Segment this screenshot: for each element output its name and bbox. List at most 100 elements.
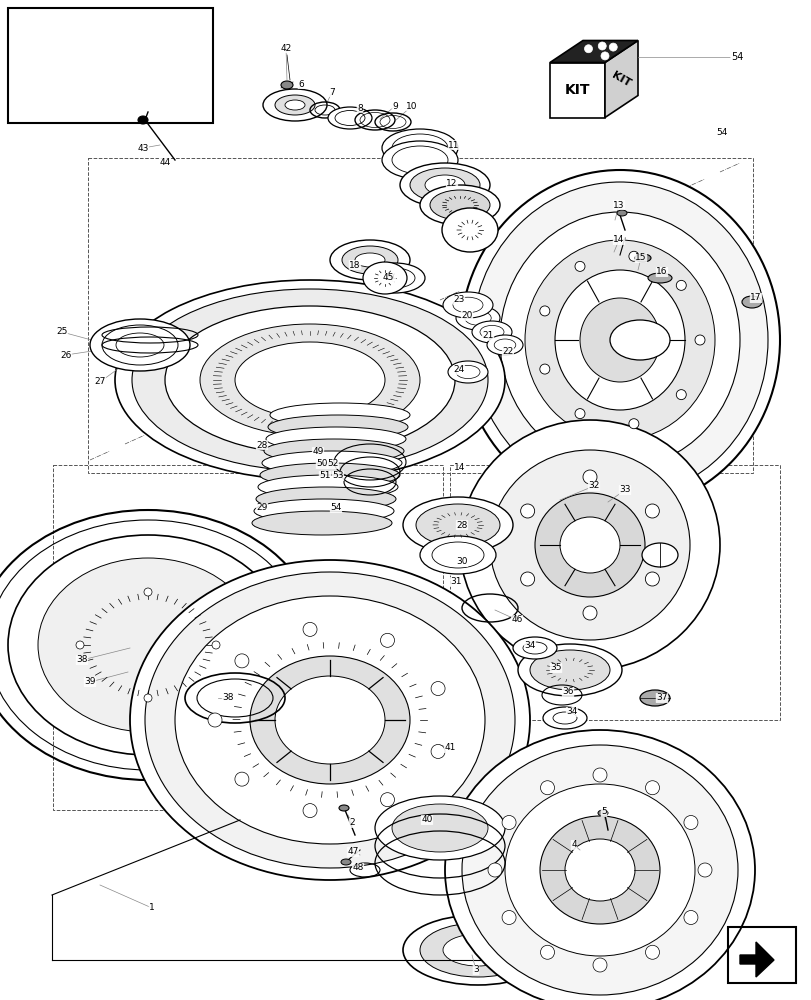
Ellipse shape <box>281 81 293 89</box>
Ellipse shape <box>266 427 406 451</box>
Ellipse shape <box>616 210 626 216</box>
Ellipse shape <box>517 644 621 696</box>
Text: 17: 17 <box>749 294 761 302</box>
Ellipse shape <box>609 320 669 360</box>
Circle shape <box>683 910 697 924</box>
Text: 5: 5 <box>600 807 606 816</box>
Text: 8: 8 <box>357 104 363 113</box>
Circle shape <box>234 772 249 786</box>
Text: 50: 50 <box>315 460 328 468</box>
Ellipse shape <box>441 208 497 252</box>
Circle shape <box>582 606 596 620</box>
Bar <box>88 158 752 473</box>
Text: 53: 53 <box>332 472 343 481</box>
Text: 19: 19 <box>384 273 395 282</box>
Circle shape <box>520 572 534 586</box>
Ellipse shape <box>250 656 410 784</box>
Text: 33: 33 <box>619 486 630 494</box>
Circle shape <box>645 945 659 959</box>
Ellipse shape <box>260 463 400 487</box>
Ellipse shape <box>460 170 779 510</box>
Circle shape <box>520 504 534 518</box>
Text: 29: 29 <box>256 504 268 512</box>
Ellipse shape <box>138 116 148 124</box>
Ellipse shape <box>130 560 530 880</box>
Ellipse shape <box>116 333 164 357</box>
Text: 23: 23 <box>453 296 464 304</box>
Ellipse shape <box>275 676 384 764</box>
Circle shape <box>645 504 659 518</box>
Text: 37: 37 <box>655 694 667 702</box>
Circle shape <box>501 910 516 924</box>
Text: 46: 46 <box>511 615 522 624</box>
Ellipse shape <box>175 596 484 844</box>
Ellipse shape <box>471 321 512 343</box>
Circle shape <box>598 42 606 50</box>
Ellipse shape <box>392 804 487 852</box>
Ellipse shape <box>341 859 350 865</box>
Text: 11: 11 <box>448 141 459 150</box>
Ellipse shape <box>456 306 500 330</box>
Text: 40: 40 <box>421 815 432 824</box>
Text: 41: 41 <box>444 744 455 752</box>
Text: 42: 42 <box>280 44 291 53</box>
Ellipse shape <box>500 212 739 468</box>
Circle shape <box>144 694 152 702</box>
Circle shape <box>608 43 616 51</box>
Ellipse shape <box>262 451 401 475</box>
Circle shape <box>676 280 685 290</box>
Circle shape <box>540 945 554 959</box>
Ellipse shape <box>487 335 522 355</box>
Text: 24: 24 <box>453 365 464 374</box>
Text: 10: 10 <box>406 102 417 111</box>
Text: KIT: KIT <box>564 83 590 97</box>
Text: 14: 14 <box>453 464 466 473</box>
Ellipse shape <box>639 690 669 706</box>
Text: 44: 44 <box>159 158 170 167</box>
Ellipse shape <box>642 543 677 567</box>
Circle shape <box>574 261 584 271</box>
Ellipse shape <box>560 517 620 573</box>
Text: 20: 20 <box>461 312 472 320</box>
Text: 36: 36 <box>561 688 573 696</box>
Text: 14: 14 <box>612 235 624 244</box>
Circle shape <box>234 654 249 668</box>
Ellipse shape <box>410 168 479 202</box>
Text: 30: 30 <box>456 558 467 566</box>
Ellipse shape <box>145 572 514 868</box>
Ellipse shape <box>402 497 513 553</box>
Ellipse shape <box>444 730 754 1000</box>
Text: 6: 6 <box>298 80 303 89</box>
Ellipse shape <box>461 745 737 995</box>
Ellipse shape <box>255 487 396 511</box>
Ellipse shape <box>263 89 327 121</box>
Ellipse shape <box>419 185 500 225</box>
Text: KIT: KIT <box>610 70 632 88</box>
Text: 47: 47 <box>347 847 358 856</box>
Ellipse shape <box>251 511 392 535</box>
Bar <box>8 8 212 123</box>
Ellipse shape <box>525 240 714 440</box>
Ellipse shape <box>419 923 535 977</box>
Ellipse shape <box>741 296 761 308</box>
Ellipse shape <box>597 810 607 816</box>
Ellipse shape <box>647 273 672 283</box>
Text: 3: 3 <box>473 965 478 974</box>
Ellipse shape <box>430 190 489 220</box>
Ellipse shape <box>530 650 609 690</box>
Text: 15: 15 <box>634 253 646 262</box>
Circle shape <box>697 863 711 877</box>
Circle shape <box>592 958 607 972</box>
Ellipse shape <box>419 536 496 574</box>
Circle shape <box>431 682 444 696</box>
Circle shape <box>380 793 394 807</box>
Ellipse shape <box>165 306 454 454</box>
Text: 13: 13 <box>612 200 624 210</box>
Text: 28: 28 <box>456 520 467 530</box>
Ellipse shape <box>285 100 305 110</box>
Ellipse shape <box>534 493 644 597</box>
Circle shape <box>303 622 316 636</box>
Text: 43: 43 <box>137 144 148 153</box>
Text: 7: 7 <box>328 88 334 97</box>
Ellipse shape <box>471 182 767 498</box>
